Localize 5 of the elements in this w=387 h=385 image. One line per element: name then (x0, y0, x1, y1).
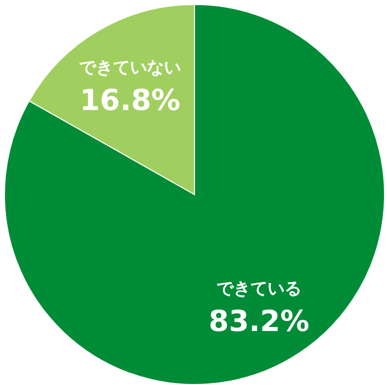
pie-slice (4, 4, 385, 385)
slice-label: できていない (79, 58, 182, 78)
slice-label: できている (216, 279, 302, 300)
data-label: 16.8% (80, 82, 180, 117)
data-label: 83.2% (208, 304, 310, 338)
